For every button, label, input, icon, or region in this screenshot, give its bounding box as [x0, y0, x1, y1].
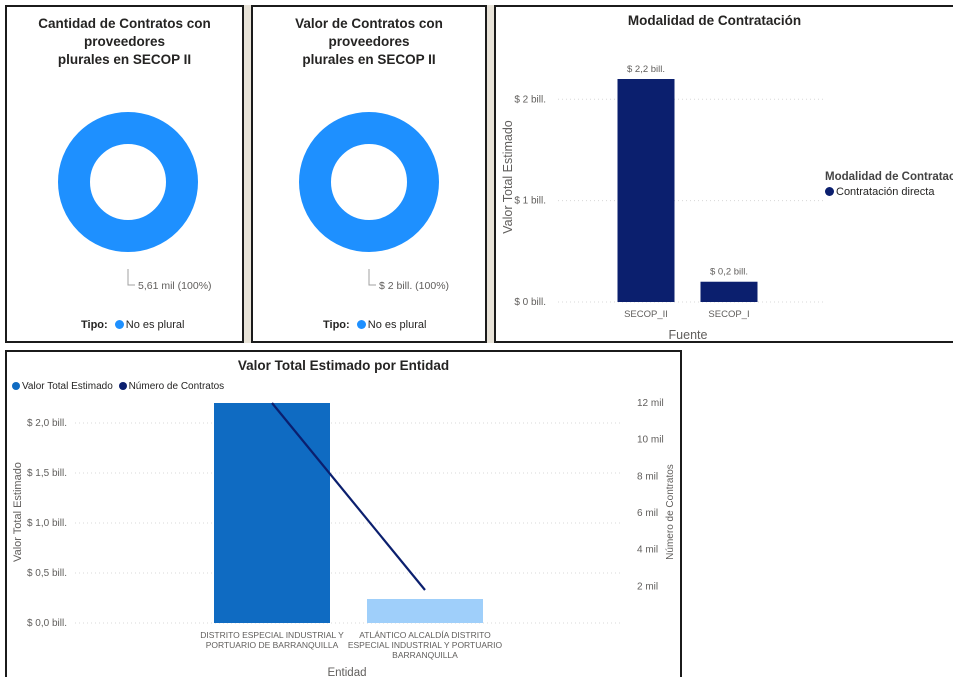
x-tick-label: ESPECIAL INDUSTRIAL Y PORTUARIO: [348, 640, 503, 650]
chart-title: Valor Total Estimado por Entidad: [237, 358, 450, 373]
data-label: $ 2 bill. (100%): [379, 280, 449, 292]
y-tick-label: $ 1,0 bill.: [27, 518, 67, 529]
donut-chart-valor: $ 2 bill. (100%): [299, 112, 449, 292]
chart-title: Cantidad de Contratos con proveedores pl…: [38, 16, 211, 67]
legend-dot-icon: [114, 320, 124, 329]
chart-title: Valor de Contratos con proveedores plura…: [295, 16, 443, 67]
panel-gap: [243, 5, 252, 343]
y-tick-label: $ 1 bill.: [514, 196, 546, 207]
bar[interactable]: [700, 281, 758, 302]
y2-tick-label: 4 mil: [637, 545, 658, 556]
y-tick-label: $ 1,5 bill.: [27, 468, 67, 479]
x-tick-label: BARRANQUILLA: [392, 650, 458, 660]
donut-panel-valor[interactable]: Valor de Contratos con proveedores plura…: [251, 5, 487, 343]
x-tick-label: SECOP_I: [708, 309, 749, 320]
y-tick-label: $ 0,0 bill.: [27, 618, 67, 629]
y2-tick-label: 10 mil: [637, 435, 664, 446]
legend-dot-icon: [118, 382, 127, 390]
x-tick-label: DISTRITO ESPECIAL INDUSTRIAL Y: [200, 630, 344, 640]
donut-legend: Tipo: No es plural: [323, 319, 427, 331]
legend-dot-icon: [356, 320, 366, 329]
y2-axis-title: Número de Contratos: [665, 464, 676, 560]
y2-tick-label: 12 mil: [637, 398, 664, 409]
combo-panel-entidad[interactable]: Valor Total Estimado por Entidad Valor T…: [5, 350, 682, 679]
data-label-leader: [368, 269, 376, 286]
donut-legend: Tipo: No es plural: [81, 319, 185, 331]
data-label: $ 0,2 bill.: [710, 267, 748, 278]
bar[interactable]: [214, 403, 330, 623]
data-label: 5,61 mil (100%): [138, 280, 212, 292]
combo-chart-entidad: $ 0,0 bill. $ 0,5 bill. $ 1,0 bill. $ 1,5 b…: [12, 398, 676, 679]
donut-ring[interactable]: [299, 112, 439, 252]
donut-ring[interactable]: [58, 112, 198, 252]
y-axis-title: Valor Total Estimado: [501, 120, 515, 234]
y-tick-label: $ 2,0 bill.: [27, 418, 67, 429]
legend-dot-icon: [825, 187, 834, 196]
x-axis-title: Fuente: [669, 328, 708, 342]
chart-title: Modalidad de Contratación: [627, 13, 802, 28]
bar[interactable]: [367, 599, 483, 623]
x-axis-title: Entidad: [327, 667, 366, 679]
y-axis-title: Valor Total Estimado: [12, 462, 24, 562]
y2-tick-label: 6 mil: [637, 508, 658, 519]
legend-dot-icon: [12, 382, 20, 390]
x-tick-label: SECOP_II: [624, 309, 668, 320]
y2-tick-label: 8 mil: [637, 471, 658, 482]
bar-chart-modalidad: $ 0 bill. $ 1 bill. $ 2 bill. $ 2,2 bill. SE…: [501, 64, 826, 342]
panel-gap: [486, 5, 495, 343]
bar-panel-modalidad[interactable]: Modalidad de Contratación $ 0 bill. $ 1 b…: [494, 5, 953, 343]
donut-panel-cantidad[interactable]: Cantidad de Contratos con proveedores pl…: [5, 5, 244, 343]
data-label: $ 2,2 bill.: [627, 64, 665, 75]
x-tick-label: ATLÁNTICO ALCALDÍA DISTRITO: [359, 630, 491, 640]
y-tick-label: $ 0 bill.: [514, 297, 546, 308]
y-tick-label: $ 2 bill.: [514, 94, 546, 105]
data-label-leader: [127, 269, 135, 286]
bar[interactable]: [617, 79, 675, 302]
y-tick-label: $ 0,5 bill.: [27, 568, 67, 579]
modalidad-legend: Modalidad de Contratación Contratación d…: [825, 171, 953, 198]
line-series-contratos: [271, 402, 426, 591]
donut-chart-cantidad: 5,61 mil (100%): [58, 112, 212, 292]
x-tick-label: PORTUARIO DE BARRANQUILLA: [206, 640, 339, 650]
y2-tick-label: 2 mil: [637, 581, 658, 592]
combo-legend: Valor Total Estimado Número de Contratos: [12, 381, 224, 392]
